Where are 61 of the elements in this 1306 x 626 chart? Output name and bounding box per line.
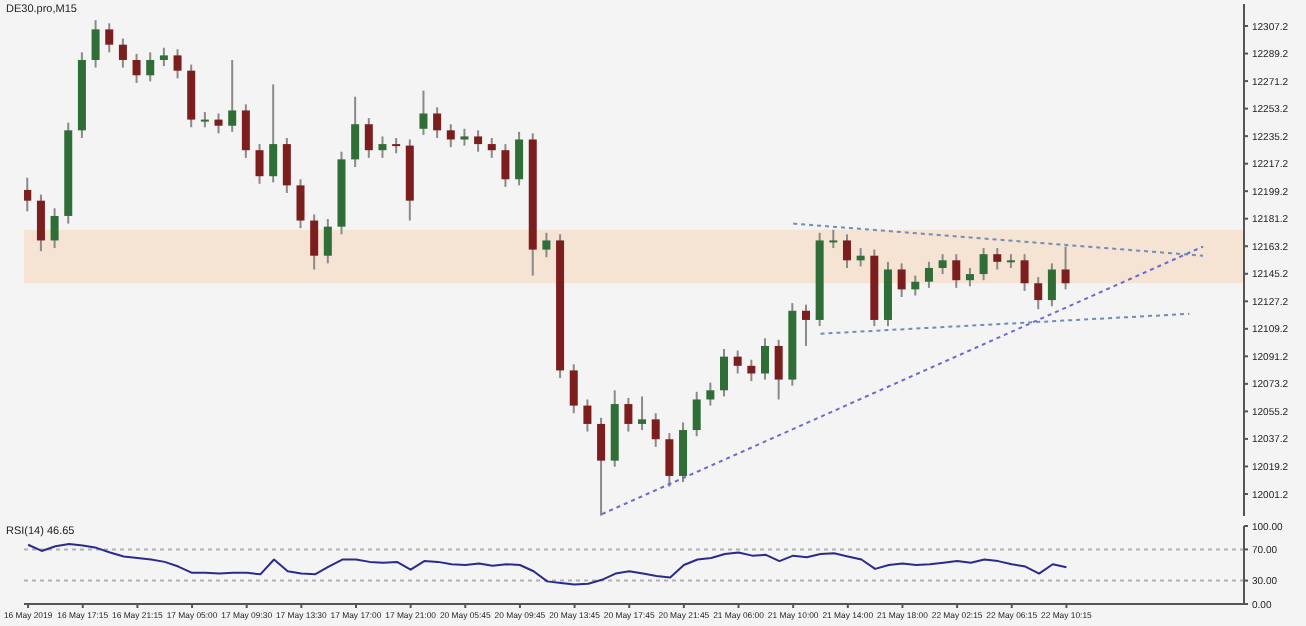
candlestick (105, 22, 114, 54)
candlestick (569, 363, 578, 415)
candlestick (624, 396, 633, 433)
candlestick (993, 247, 1002, 271)
candlestick (228, 58, 237, 133)
candlestick (351, 95, 360, 169)
candlestick (474, 129, 483, 153)
candlestick (50, 207, 59, 250)
candlestick (269, 83, 278, 184)
candlestick (132, 52, 141, 84)
candlestick (146, 51, 155, 83)
candlestick (952, 253, 961, 289)
candlestick (241, 103, 250, 159)
candlestick (897, 262, 906, 299)
candlestick (36, 193, 45, 253)
candlestick (310, 213, 319, 271)
candlestick (542, 231, 551, 259)
candlestick (720, 348, 729, 398)
candlestick (214, 112, 223, 135)
candlestick (924, 260, 933, 289)
candlestick (1047, 262, 1056, 308)
candlestick (118, 37, 127, 69)
candlestick (911, 274, 920, 297)
candlestick (378, 135, 387, 159)
candlestick (446, 123, 455, 149)
candlestick (979, 247, 988, 282)
candlestick (938, 253, 947, 276)
candlestick (433, 106, 442, 139)
candlestick (651, 412, 660, 448)
candlestick (842, 233, 851, 269)
candlestick (733, 349, 742, 375)
candlestick (747, 358, 756, 383)
candlestick (761, 337, 770, 381)
candlestick (679, 421, 688, 484)
candlestick (255, 143, 264, 185)
candlestick (774, 338, 783, 401)
candlestick (501, 143, 510, 188)
candlestick (323, 218, 332, 265)
candlestick (24, 176, 32, 213)
candlestick (665, 432, 674, 488)
candlestick (515, 130, 524, 187)
candlestick (419, 89, 428, 136)
candlestick (296, 178, 305, 230)
candlestick (91, 19, 100, 69)
candlestick (1020, 253, 1029, 292)
candlestick (583, 398, 592, 433)
candlestick (159, 46, 168, 68)
candlestick (364, 117, 373, 159)
candlestick (638, 395, 647, 432)
candlestick (706, 381, 715, 407)
candlestick (965, 266, 974, 288)
candlestick (829, 228, 838, 250)
candlestick (173, 48, 182, 80)
candlestick (1034, 276, 1043, 311)
candlestick (282, 136, 291, 195)
candlestick (1061, 245, 1070, 291)
candlestick (487, 136, 496, 159)
candlestick (597, 416, 606, 516)
candlestick (801, 303, 810, 347)
candlestick (692, 390, 701, 438)
line-series (27, 542, 1068, 586)
